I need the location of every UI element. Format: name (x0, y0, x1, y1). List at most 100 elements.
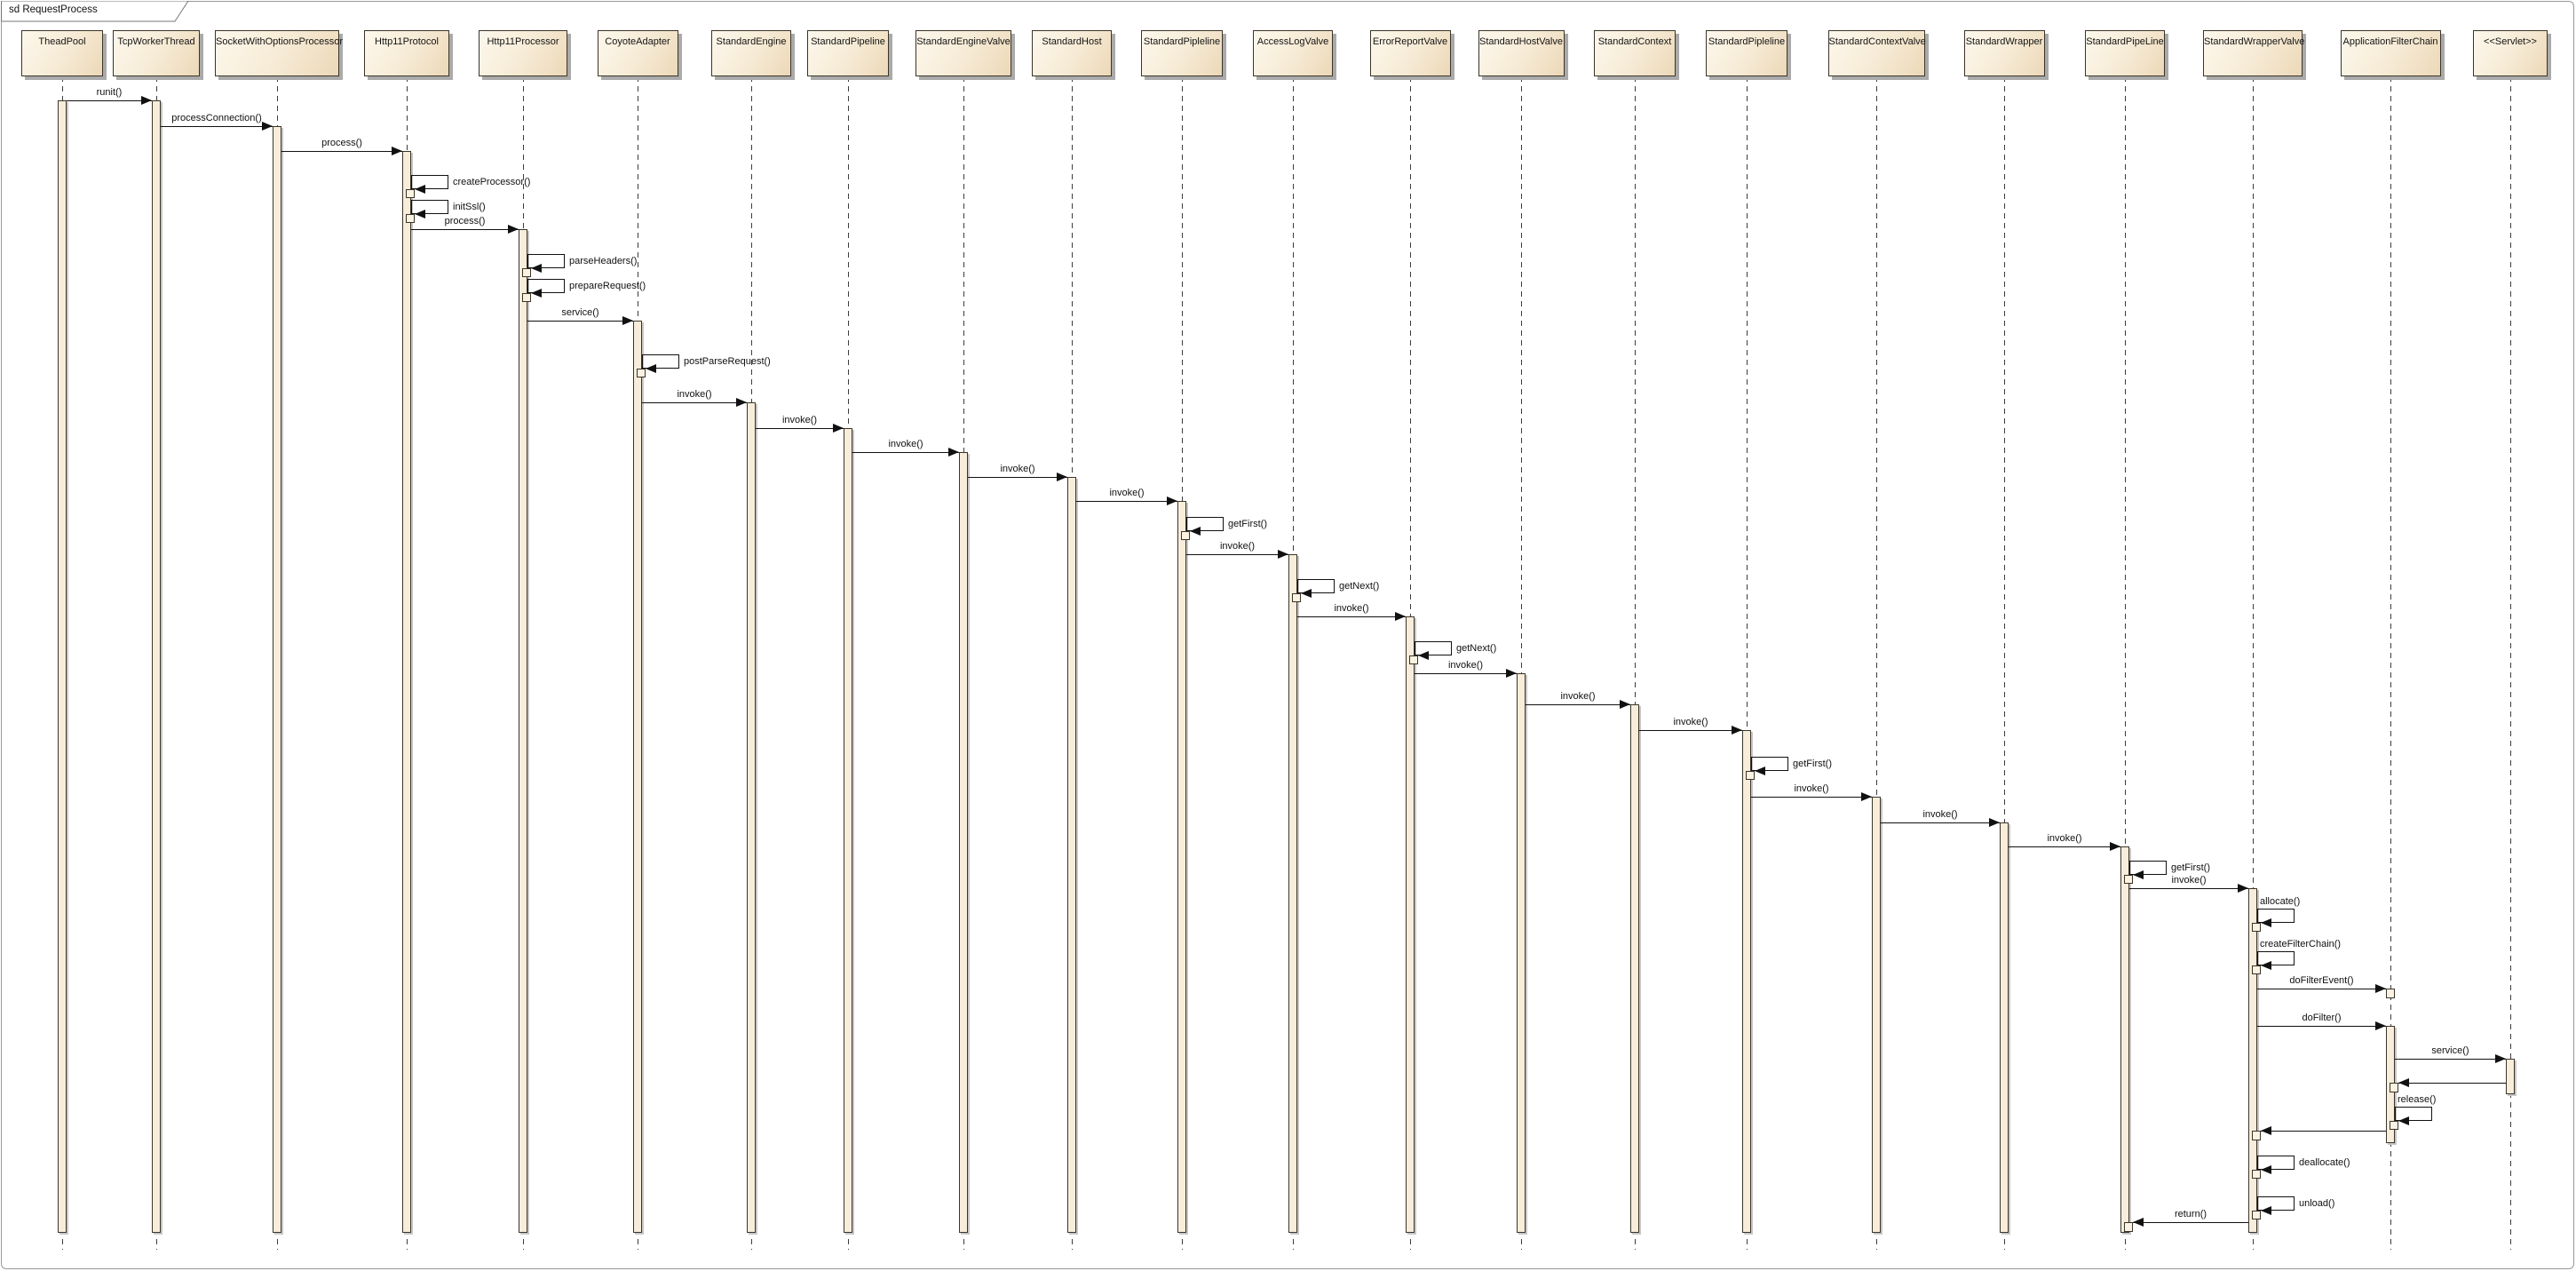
message-line (1751, 797, 1872, 798)
message-label: release() (2398, 1094, 2437, 1105)
message-arrowhead (1755, 767, 1765, 775)
self-call-rect (527, 279, 565, 293)
lifeline (2253, 76, 2254, 1250)
lifeline (1521, 76, 1522, 1250)
lifeline (1876, 76, 1877, 1250)
activation-bar (58, 100, 67, 1233)
message-label: invoke() (1794, 783, 1829, 794)
message-arrowhead (736, 398, 747, 407)
message-arrowhead (141, 96, 152, 105)
message-label: invoke() (2171, 875, 2207, 886)
message-arrowhead (948, 448, 959, 457)
message-arrowhead (2375, 1021, 2386, 1030)
participant-box: SocketWithOptionsProcessor (215, 30, 343, 76)
self-call-rect (411, 200, 448, 214)
message-label: createProcessor() (453, 177, 531, 187)
message-arrowhead (1861, 792, 1872, 801)
participant-box: StandardWrapperValve (2203, 30, 2304, 76)
message-label: getNext() (1339, 581, 1380, 592)
message-arrowhead (2261, 1165, 2271, 1174)
message-line (1526, 704, 1630, 705)
message-label: service() (2431, 1045, 2469, 1056)
frame-tab-shape (1, 1, 189, 22)
self-call-rect (1297, 579, 1335, 593)
frame-tab-label: sd RequestProcess (9, 4, 98, 15)
message-line (1076, 501, 1177, 502)
message-line (411, 229, 519, 230)
self-call-rect (1751, 757, 1788, 771)
lifeline (1747, 76, 1748, 1250)
message-line (527, 321, 633, 322)
participant-box: StandardEngine (711, 30, 791, 76)
message-label: invoke() (888, 439, 923, 449)
message-label: invoke() (1560, 691, 1596, 702)
activation-bar (1872, 797, 1881, 1233)
message-arrowhead (2110, 842, 2120, 851)
participant-box: <<Servlet>> (2473, 30, 2548, 76)
message-arrowhead (262, 122, 273, 131)
self-call-rect (527, 254, 565, 268)
message-arrowhead (2375, 984, 2386, 993)
message-label: invoke() (781, 415, 818, 425)
nested-activation-square (2252, 1170, 2261, 1179)
participant-box: StandardPipeLine (2085, 30, 2165, 76)
activation-bar (747, 402, 756, 1233)
message-label: invoke() (2047, 833, 2082, 844)
nested-activation-square (2252, 965, 2261, 974)
message-arrowhead (415, 210, 425, 218)
message-arrowhead (622, 316, 633, 325)
self-call-rect (2129, 861, 2167, 875)
nested-activation-square (522, 293, 531, 302)
message-label: service() (561, 307, 599, 318)
message-label: createFilterChain() (2260, 939, 2342, 949)
message-line (1297, 616, 1406, 617)
activation-bar (2248, 888, 2257, 1233)
participant-box: ApplicationFilterChain (2340, 30, 2441, 76)
message-arrowhead (2261, 1126, 2271, 1135)
frame-tab: sd RequestProcess (1, 1, 189, 22)
participant-box: StandardPipleline (1706, 30, 1787, 76)
message-label: invoke() (1447, 660, 1484, 671)
participant-box: Http11Protocol (364, 30, 449, 76)
participant-box: StandardContext (1594, 30, 1676, 76)
message-line (2395, 1059, 2506, 1060)
message-arrowhead (1278, 550, 1288, 559)
nested-activation-square (406, 189, 415, 198)
activation-bar (1288, 554, 1297, 1233)
message-line (1881, 822, 2000, 823)
nested-activation-square (1409, 655, 1418, 664)
activation-bar (2120, 846, 2129, 1233)
activation-bar (152, 100, 161, 1233)
nested-activation-square (406, 214, 415, 223)
message-label: invoke() (677, 389, 712, 400)
nested-activation-square (2124, 875, 2133, 884)
activation-bar (519, 229, 527, 1233)
self-call-rect (642, 354, 679, 369)
participant-box: StandardWrapper (1963, 30, 2045, 76)
message-label: getFirst() (1793, 759, 1832, 769)
message-line (1415, 673, 1517, 674)
activation-bar (402, 151, 411, 1233)
lifeline (2004, 76, 2005, 1250)
participant-box: TheadPool (21, 30, 103, 76)
message-label: unload() (2299, 1198, 2335, 1209)
message-label: postParseRequest() (684, 356, 771, 367)
message-arrowhead (2133, 1218, 2144, 1227)
message-arrowhead (1057, 473, 1067, 481)
participant-box: AccessLogValve (1253, 30, 1333, 76)
self-call-rect (2395, 1107, 2432, 1121)
activation-bar (2506, 1059, 2515, 1094)
message-label: runit() (96, 87, 123, 98)
nested-activation-square (1746, 771, 1755, 780)
participant-box: ErrorReportValve (1369, 30, 1451, 76)
message-arrowhead (1301, 589, 1312, 598)
self-call-rect (411, 175, 448, 189)
message-line (2133, 1222, 2248, 1223)
nested-activation-square (2390, 1083, 2398, 1092)
message-line (2257, 1026, 2386, 1027)
self-call-rect (2257, 1156, 2295, 1170)
activation-bar (959, 452, 968, 1233)
nested-activation-square (2124, 1222, 2133, 1232)
nested-activation-square (2252, 923, 2261, 932)
